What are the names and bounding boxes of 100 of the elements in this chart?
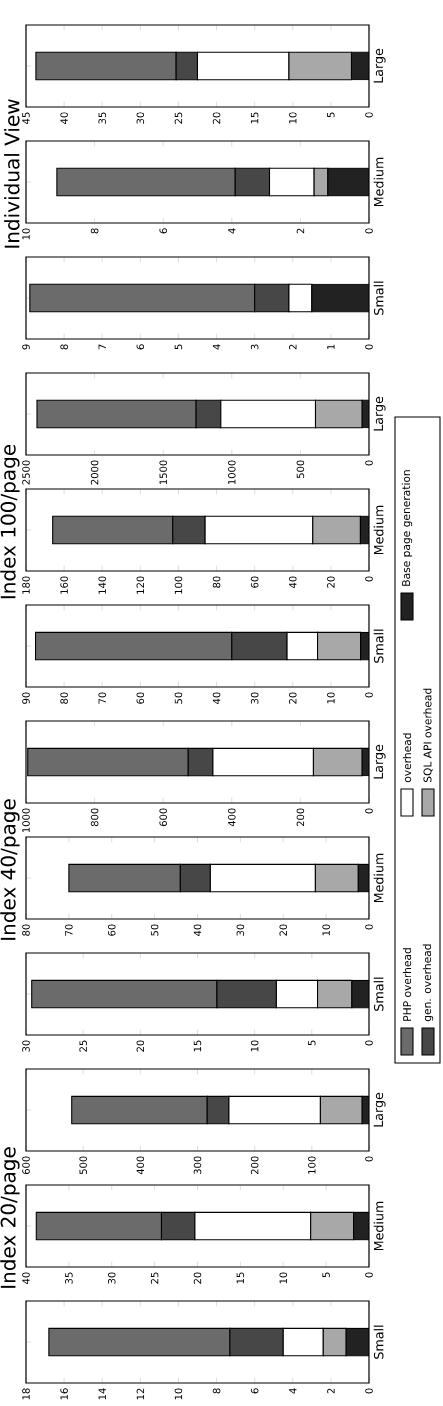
- x-tick-label: 5: [308, 1040, 316, 1046]
- x-tick-label: 7: [98, 344, 106, 350]
- x-tick-label: 500: [296, 460, 305, 479]
- x-tick-label: 800: [90, 808, 99, 827]
- x-tick-label: 15: [236, 1272, 245, 1284]
- x-tick-label: 0: [365, 460, 373, 466]
- x-tick-label: 100: [174, 576, 183, 594]
- x-tick-label: 4: [289, 1388, 297, 1394]
- x-tick-label: 80: [212, 576, 221, 588]
- text: PHP overhead: [402, 948, 412, 1021]
- x-tick-label: 10: [288, 112, 297, 124]
- x-tick-label: 1: [327, 344, 335, 349]
- x-tick-label: 0: [365, 1040, 373, 1046]
- x-tick-label: 120: [136, 576, 145, 594]
- x-tick-label: 20: [212, 112, 221, 124]
- x-tick-label: 100: [308, 1156, 316, 1174]
- x-tick-label: 80: [60, 692, 68, 704]
- text: Index 40/page: [0, 799, 20, 940]
- x-tick-label: 140: [98, 576, 107, 594]
- x-tick-label: 50: [150, 924, 159, 936]
- x-tick-label: 600: [22, 1156, 30, 1175]
- x-tick-label: 90: [22, 692, 30, 704]
- x-tick-label: 50: [174, 692, 183, 704]
- x-tick-label: 40: [193, 924, 202, 936]
- text: Index 100/page: [0, 444, 20, 599]
- x-tick-label: 35: [98, 112, 106, 124]
- x-tick-label: 400: [136, 1156, 145, 1175]
- y-tick-label: Medium: [373, 505, 384, 555]
- x-tick-label: 600: [159, 808, 167, 827]
- x-tick-label: 400: [228, 808, 236, 827]
- x-tick-label: 30: [236, 924, 245, 936]
- x-tick-label: 0: [365, 808, 373, 814]
- x-tick-label: 35: [65, 1272, 73, 1284]
- x-tick-label: 0: [365, 228, 373, 234]
- x-tick-label: 4: [212, 344, 221, 350]
- y-tick-label: Small: [373, 281, 384, 315]
- x-tick-label: 1000: [228, 460, 236, 485]
- x-tick-label: 0: [365, 924, 373, 930]
- x-tick-label: 2500: [22, 460, 30, 485]
- x-tick-label: 0: [365, 692, 373, 698]
- x-tick-label: 2: [289, 344, 297, 350]
- y-tick-label: Medium: [373, 1201, 384, 1251]
- x-tick-label: 40: [288, 576, 297, 588]
- x-tick-label: 25: [150, 1272, 159, 1284]
- x-tick-label: 160: [60, 576, 68, 594]
- x-tick-label: 500: [79, 1156, 87, 1175]
- x-tick-label: 6: [250, 1388, 259, 1394]
- x-tick-label: 0: [365, 1388, 373, 1394]
- x-tick-label: 0: [365, 1272, 373, 1278]
- x-tick-label: 60: [136, 692, 145, 704]
- x-tick-label: 200: [296, 808, 305, 827]
- x-tick-label: 70: [65, 924, 73, 936]
- x-tick-label: 15: [193, 1040, 202, 1052]
- x-tick-label: 30: [22, 1040, 30, 1052]
- y-tick-label: Medium: [373, 853, 384, 903]
- x-tick-label: 30: [107, 1272, 116, 1284]
- x-tick-label: 20: [327, 576, 335, 588]
- x-tick-label: 3: [250, 344, 259, 350]
- x-tick-label: 40: [60, 112, 68, 124]
- x-tick-label: 5: [327, 112, 335, 118]
- x-tick-label: 14: [98, 1388, 106, 1400]
- x-tick-label: 4: [228, 228, 236, 234]
- x-tick-label: 5: [174, 344, 183, 350]
- x-tick-label: 2: [296, 228, 305, 234]
- x-tick-label: 10: [174, 1388, 183, 1400]
- x-tick-label: 18: [22, 1388, 30, 1400]
- y-tick-label: Small: [373, 1325, 384, 1359]
- x-tick-label: 10: [250, 1040, 259, 1052]
- x-tick-label: 9: [22, 344, 30, 350]
- x-tick-label: 8: [60, 344, 68, 350]
- x-tick-label: 70: [98, 692, 106, 704]
- x-tick-label: 25: [174, 112, 183, 124]
- x-tick-label: 2: [327, 1388, 335, 1394]
- x-tick-label: 40: [22, 1272, 30, 1284]
- x-tick-label: 40: [212, 692, 221, 704]
- x-tick-label: 0: [365, 576, 373, 582]
- x-tick-label: 0: [365, 344, 373, 350]
- x-tick-label: 20: [136, 1040, 145, 1052]
- x-tick-label: 8: [90, 228, 99, 234]
- x-tick-label: 60: [250, 576, 259, 588]
- x-tick-label: 25: [79, 1040, 87, 1052]
- x-tick-label: 12: [136, 1388, 145, 1400]
- x-tick-label: 0: [365, 1156, 373, 1162]
- x-tick-label: 80: [22, 924, 30, 936]
- x-tick-label: 45: [22, 112, 30, 124]
- x-tick-label: 60: [107, 924, 116, 936]
- y-tick-label: Large: [373, 396, 386, 431]
- x-tick-label: 10: [327, 692, 335, 704]
- text: Index 20/page: [0, 1147, 20, 1288]
- x-tick-label: 2000: [90, 460, 99, 485]
- y-tick-label: Medium: [373, 157, 384, 207]
- text: SQL API overhead: [423, 688, 433, 783]
- text: Individual View: [4, 99, 20, 248]
- x-tick-label: 300: [193, 1156, 202, 1175]
- y-tick-label: Small: [373, 629, 384, 663]
- y-tick-label: Small: [373, 977, 384, 1011]
- x-tick-label: 20: [288, 692, 297, 704]
- x-tick-label: 20: [193, 1272, 202, 1284]
- x-tick-label: 6: [136, 344, 145, 350]
- x-tick-label: 6: [159, 228, 167, 234]
